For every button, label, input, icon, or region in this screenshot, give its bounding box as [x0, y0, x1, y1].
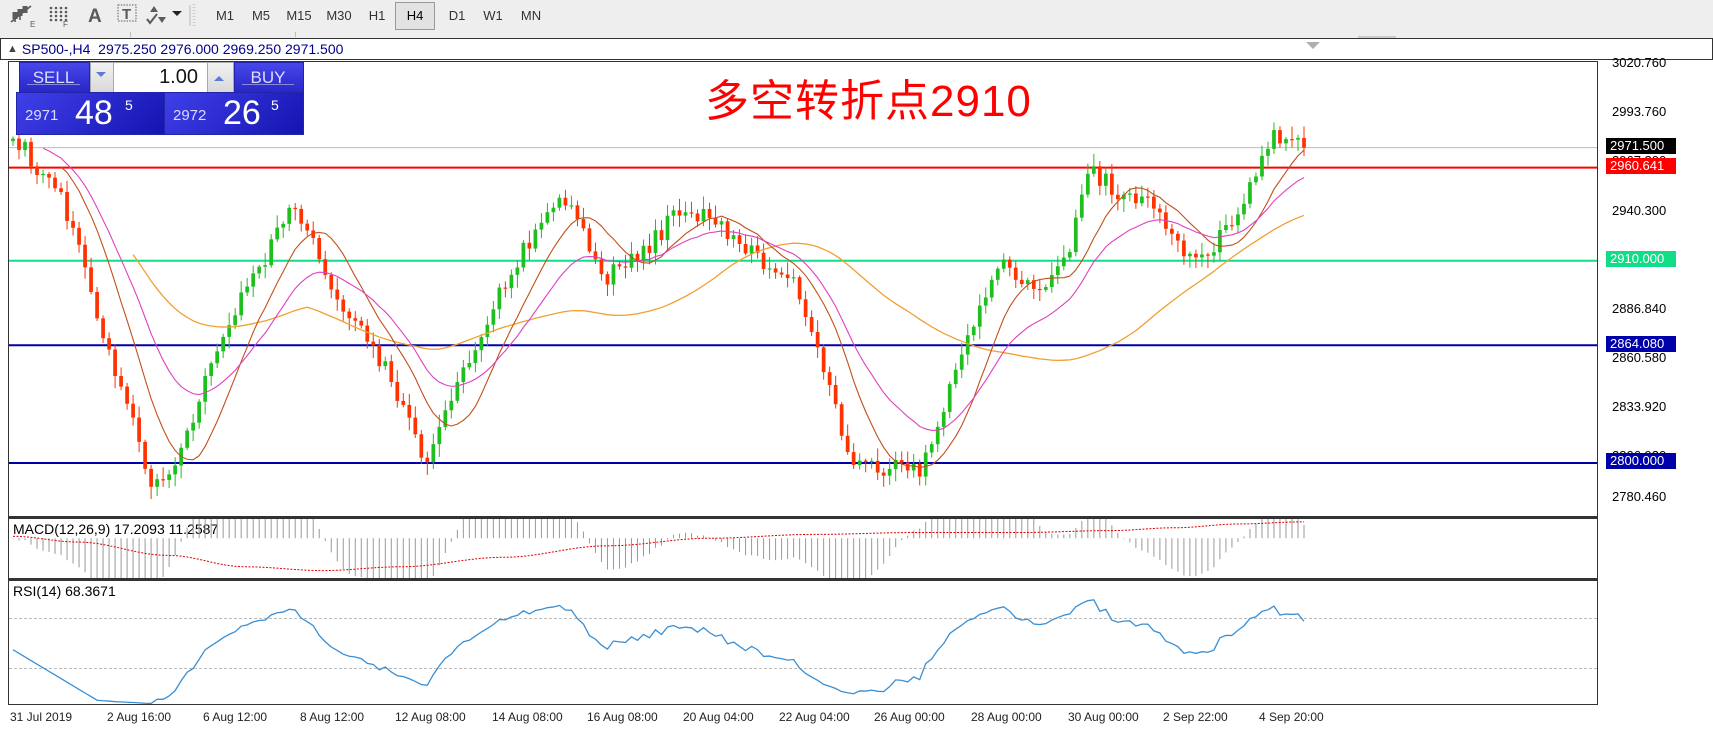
svg-text:E: E	[30, 20, 35, 29]
svg-text:F: F	[63, 20, 68, 29]
svg-text:A: A	[88, 6, 102, 27]
svg-text:T: T	[122, 6, 131, 23]
